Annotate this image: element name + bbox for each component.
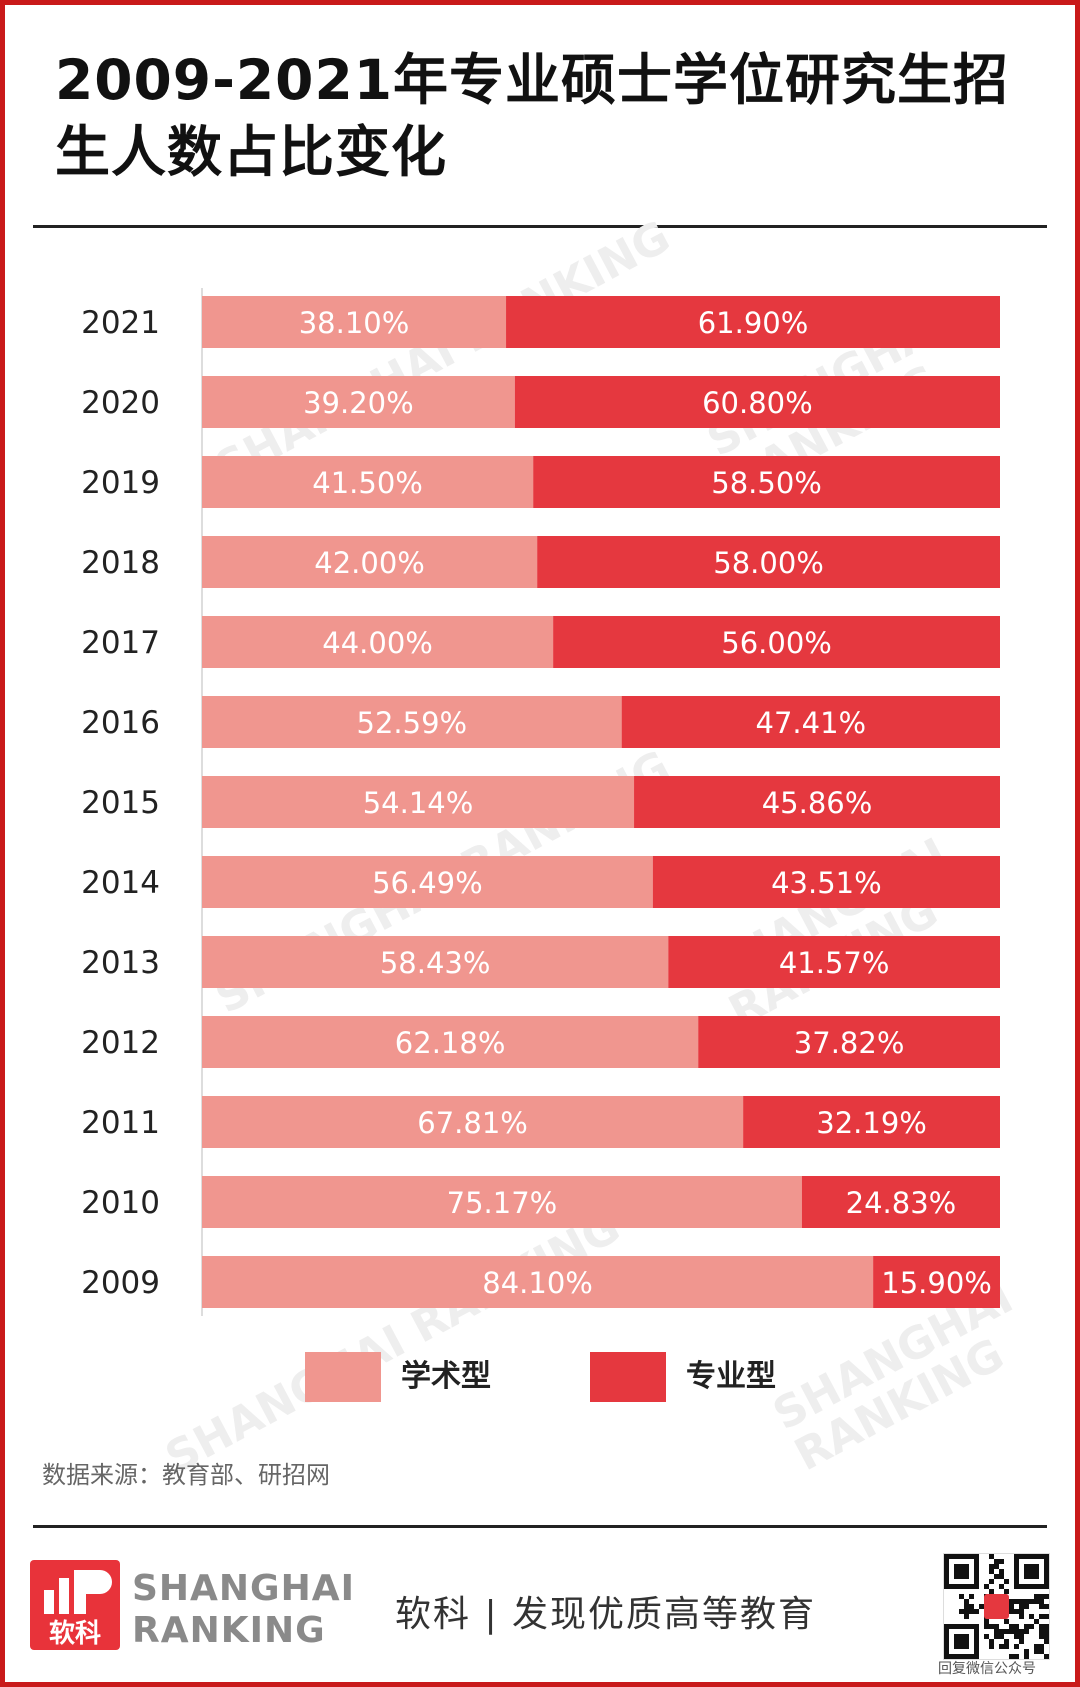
data-label: 38.10% [299, 306, 410, 340]
qr-code-icon [944, 1554, 1049, 1659]
footer-divider [33, 1525, 1047, 1528]
bar-academic [202, 696, 622, 748]
stacked-bar-chart: 2021 38.10% 61.90% 2020 39.20% 60.80% 2019 41.5… [81, 288, 1000, 1316]
bar-professional [698, 1016, 1000, 1068]
bar-academic [202, 1016, 699, 1068]
logo-text: 软科 [49, 1619, 101, 1649]
chart-title: 2009-2021年专业硕士学位研究生招生人数占比变化 [55, 48, 1009, 184]
title-divider [33, 225, 1047, 228]
bar-academic [202, 376, 515, 428]
bar-professional [801, 1176, 1000, 1228]
bar-academic [202, 1256, 874, 1308]
bar-academic [202, 1176, 802, 1228]
data-label: 58.43% [380, 946, 491, 980]
brand-name-line1: SHANGHAI [132, 1568, 355, 1609]
data-label: 15.90% [881, 1266, 992, 1300]
data-label: 58.50% [711, 466, 822, 500]
y-tick-label: 2009 [81, 1265, 160, 1301]
data-label: 56.00% [721, 626, 832, 660]
bar-professional [743, 1096, 1000, 1148]
logo-mark-icon: 软科 [44, 1570, 112, 1649]
legend-label-professional: 专业型 [686, 1359, 776, 1394]
data-label: 42.00% [314, 546, 425, 580]
data-label: 37.82% [794, 1026, 905, 1060]
data-label: 24.83% [846, 1186, 957, 1220]
data-label: 32.19% [816, 1106, 927, 1140]
legend-swatch-academic [305, 1352, 381, 1402]
data-label: 75.17% [447, 1186, 558, 1220]
bar-academic [202, 856, 653, 908]
chart-legend: 学术型 专业型 [0, 1352, 1080, 1404]
data-label: 54.14% [363, 786, 474, 820]
data-label: 67.81% [417, 1106, 528, 1140]
bar-professional [652, 856, 1000, 908]
data-label: 44.00% [322, 626, 433, 660]
qr-caption: 回复微信公众号 [938, 1661, 1036, 1677]
bar-academic [202, 936, 669, 988]
data-source: 数据来源：教育部、研招网 [42, 1461, 330, 1489]
bar-professional [514, 376, 1000, 428]
y-tick-label: 2021 [81, 305, 160, 341]
data-label: 47.41% [756, 706, 867, 740]
bar-professional [668, 936, 1000, 988]
data-label: 58.00% [713, 546, 824, 580]
y-tick-label: 2015 [81, 785, 160, 821]
data-label: 41.57% [779, 946, 890, 980]
brand-slogan: 软科 | 发现优质高等教育 [395, 1594, 817, 1635]
bar-professional [621, 696, 1000, 748]
bar-academic [202, 776, 635, 828]
shanghai-ranking-logo: 软科 [30, 1560, 120, 1650]
y-tick-label: 2020 [81, 385, 160, 421]
bar-professional [634, 776, 1000, 828]
qr-code [943, 1553, 1050, 1660]
bar-professional [553, 616, 1000, 668]
data-label: 39.20% [303, 386, 414, 420]
bar-professional [533, 456, 1000, 508]
y-tick-label: 2019 [81, 465, 160, 501]
y-tick-label: 2010 [81, 1185, 160, 1221]
data-label: 45.86% [762, 786, 873, 820]
legend-swatch-professional [590, 1352, 666, 1402]
data-label: 41.50% [312, 466, 423, 500]
bar-academic [202, 456, 534, 508]
bar-professional [506, 296, 1000, 348]
bar-academic [202, 296, 507, 348]
y-tick-label: 2018 [81, 545, 160, 581]
y-tick-label: 2014 [81, 865, 160, 901]
data-label: 62.18% [395, 1026, 506, 1060]
legend-label-academic: 学术型 [401, 1359, 491, 1394]
data-label: 43.51% [771, 866, 882, 900]
bar-professional [537, 536, 1000, 588]
bar-professional [873, 1256, 1000, 1308]
y-tick-label: 2012 [81, 1025, 160, 1061]
brand-name-line2: RANKING [132, 1610, 326, 1651]
bar-academic [202, 616, 554, 668]
y-tick-label: 2017 [81, 625, 160, 661]
y-tick-label: 2013 [81, 945, 160, 981]
data-label: 60.80% [702, 386, 813, 420]
y-tick-label: 2011 [81, 1105, 160, 1141]
data-label: 61.90% [698, 306, 809, 340]
data-label: 84.10% [482, 1266, 593, 1300]
bar-academic [202, 1096, 744, 1148]
data-label: 56.49% [372, 866, 483, 900]
data-label: 52.59% [357, 706, 468, 740]
y-tick-label: 2016 [81, 705, 160, 741]
bar-academic [202, 536, 538, 588]
brand-name: SHANGHAI RANKING [132, 1568, 355, 1652]
